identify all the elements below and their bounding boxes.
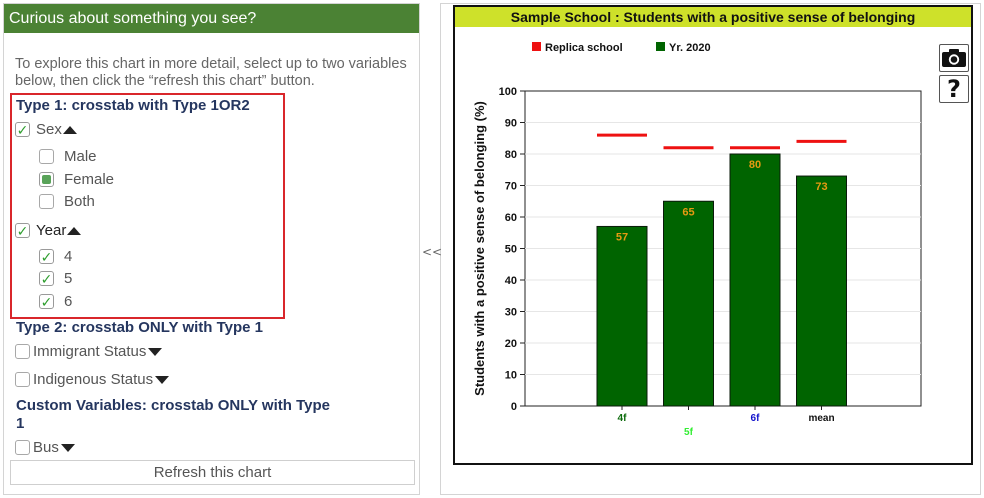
camera-icon [942, 49, 966, 67]
bar-value-label: 65 [682, 206, 694, 218]
checkbox[interactable] [39, 194, 54, 209]
checkbox[interactable]: ✓ [39, 270, 54, 287]
option-label: Male [64, 148, 97, 165]
year-variable[interactable]: ✓ Year [15, 222, 82, 239]
collapse-up-icon[interactable] [62, 125, 77, 134]
chart-frame: Sample School : Students with a positive… [453, 5, 973, 465]
y-tick-label: 90 [505, 118, 517, 130]
y-tick-label: 0 [511, 401, 517, 413]
bus-label: Bus [33, 439, 59, 456]
year-checkbox[interactable]: ✓ [15, 222, 30, 239]
refresh-chart-button[interactable]: Refresh this chart [10, 460, 415, 485]
bar-value-label: 73 [815, 181, 827, 193]
indigenous-status-variable[interactable]: Indigenous Status [15, 371, 170, 388]
option-label: 4 [64, 248, 73, 265]
year-label: Year [36, 222, 67, 239]
collapse-up-icon[interactable] [67, 226, 82, 235]
y-tick-label: 70 [505, 181, 517, 193]
y-tick-label: 20 [505, 338, 517, 350]
checkbox[interactable] [15, 440, 30, 455]
option-label: 6 [64, 293, 73, 310]
checkbox[interactable]: ✓ [39, 293, 54, 310]
legend-swatch [532, 42, 541, 51]
chart-area [441, 3, 981, 495]
variable-panel: Curious about something you see? To expl… [3, 3, 420, 495]
indigenous-label: Indigenous Status [33, 371, 154, 388]
chart-title: Sample School : Students with a positive… [455, 7, 971, 27]
x-tick-label: 5f [684, 427, 694, 438]
y-tick-label: 50 [505, 244, 517, 256]
camera-button[interactable] [939, 44, 969, 72]
bar-value-label: 57 [616, 231, 628, 243]
checkbox[interactable]: ✓ [39, 248, 54, 265]
sex-option-female[interactable]: Female [39, 171, 114, 188]
bus-variable[interactable]: Bus [15, 439, 75, 456]
bar [729, 153, 781, 407]
year-option-4[interactable]: ✓ 4 [39, 248, 72, 265]
y-tick-label: 80 [505, 149, 517, 161]
x-tick-label: 4f [618, 413, 628, 424]
year-option-5[interactable]: ✓ 5 [39, 270, 72, 287]
x-tick-label: 6f [751, 413, 761, 424]
help-icon: ? [947, 75, 961, 103]
option-label: Female [64, 171, 115, 188]
checkbox[interactable] [39, 149, 54, 164]
legend-label: Replica school [545, 42, 623, 54]
x-tick-label: mean [808, 413, 834, 424]
sex-checkbox[interactable]: ✓ [15, 121, 30, 138]
bar [596, 225, 648, 407]
y-tick-label: 30 [505, 307, 517, 319]
sex-variable[interactable]: ✓ Sex [15, 121, 77, 138]
selected-dot-icon [42, 175, 51, 184]
expand-down-icon[interactable] [155, 375, 170, 384]
collapse-panel-toggle[interactable]: << [422, 245, 443, 259]
type2-title: Type 2: crosstab ONLY with Type 1 [16, 319, 264, 336]
intro-text: To explore this chart in more detail, se… [15, 56, 407, 89]
sex-option-both[interactable]: Both [39, 193, 95, 210]
panel-splitter[interactable]: << [420, 3, 443, 495]
sex-label: Sex [36, 121, 62, 138]
custom-title-line2: 1 [16, 415, 25, 432]
y-tick-label: 60 [505, 212, 517, 224]
y-tick-label: 100 [499, 86, 517, 98]
legend-label: Yr. 2020 [669, 42, 711, 54]
option-label: Both [64, 193, 95, 210]
legend-swatch [656, 42, 665, 51]
type1-title: Type 1: crosstab with Type 1OR2 [16, 97, 250, 114]
expand-down-icon[interactable] [148, 347, 163, 356]
custom-title-line1: Custom Variables: crosstab ONLY with Typ… [16, 397, 330, 414]
year-option-6[interactable]: ✓ 6 [39, 293, 72, 310]
panel-header: Curious about something you see? [4, 4, 419, 33]
checkbox[interactable] [15, 344, 30, 359]
help-button[interactable]: ? [939, 75, 969, 103]
expand-down-icon[interactable] [60, 443, 75, 452]
bar-value-label: 80 [749, 159, 761, 171]
radio-checkbox[interactable] [39, 172, 54, 187]
y-tick-label: 10 [505, 370, 517, 382]
bar-chart: Replica school Yr. 2020 0 10 20 30 40 50 60 70 80 9… [472, 42, 922, 438]
y-axis-label: Students with a positive sense of belong… [472, 101, 487, 396]
sex-option-male[interactable]: Male [39, 148, 97, 165]
y-tick-label: 40 [505, 275, 517, 287]
bar [663, 200, 714, 407]
type1-highlight-box [10, 93, 285, 319]
immigrant-label: Immigrant Status [33, 343, 147, 360]
option-label: 5 [64, 270, 73, 287]
bar [796, 175, 847, 407]
checkbox[interactable] [15, 372, 30, 387]
immigrant-status-variable[interactable]: Immigrant Status [15, 343, 163, 360]
